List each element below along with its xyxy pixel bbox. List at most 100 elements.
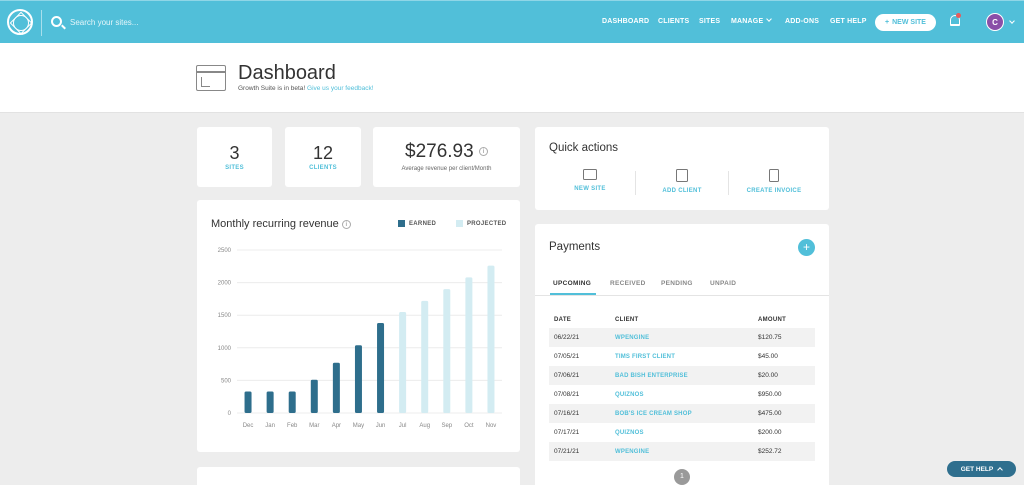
- row-amount: $20.00: [758, 372, 778, 379]
- y-tick-label: 0: [228, 411, 232, 417]
- chart-bar: [443, 289, 451, 413]
- nav-manage[interactable]: MANAGE: [731, 16, 773, 25]
- chart-bar: [487, 265, 495, 413]
- clients-count: 12: [312, 143, 334, 163]
- chart-bar: [244, 391, 252, 413]
- revenue-value-row: $276.93 i: [373, 141, 520, 163]
- row-client-link[interactable]: TIMS FIRST CLIENT: [615, 353, 676, 360]
- row-client-link[interactable]: BOB'S ICE CREAM SHOP: [615, 410, 692, 417]
- legend-projected-label: PROJECTED: [467, 221, 507, 227]
- row-amount: $252.72: [758, 448, 782, 455]
- dashboard-icon: [196, 65, 226, 91]
- row-date: 07/05/21: [554, 353, 580, 360]
- x-tick-label: Sep: [441, 423, 452, 429]
- chart-bar: [354, 345, 362, 413]
- top-navigation-bar: DASHBOARD CLIENTS SITES MANAGE ADD-ONS G…: [0, 0, 1024, 43]
- table-row[interactable]: 07/06/21 BAD BISH ENTERPRISE $20.00: [549, 366, 815, 385]
- add-payment-button[interactable]: +: [798, 239, 815, 256]
- chart-bar: [288, 391, 296, 413]
- nav-clients[interactable]: CLIENTS: [658, 18, 690, 25]
- row-client-link[interactable]: QUIZNOS: [615, 391, 644, 398]
- table-row[interactable]: 07/05/21 TIMS FIRST CLIENT $45.00: [549, 347, 815, 366]
- row-amount: $120.75: [758, 334, 782, 341]
- row-date: 07/08/21: [554, 391, 580, 398]
- row-date: 07/16/21: [554, 410, 580, 417]
- table-row[interactable]: 06/22/21 WPENGINE $120.75: [549, 328, 815, 347]
- row-date: 07/06/21: [554, 372, 580, 379]
- tab-unpaid[interactable]: UNPAID: [710, 280, 737, 287]
- table-row[interactable]: 07/16/21 BOB'S ICE CREAM SHOP $475.00: [549, 404, 815, 423]
- x-tick-label: Oct: [464, 423, 474, 429]
- nav-dashboard[interactable]: DASHBOARD: [602, 18, 650, 25]
- tab-upcoming[interactable]: UPCOMING: [553, 280, 592, 287]
- app-logo-icon[interactable]: [7, 9, 33, 35]
- new-site-button[interactable]: + NEW SITE: [875, 14, 936, 31]
- divider: [635, 171, 636, 195]
- row-client-link[interactable]: WPENGINE: [615, 334, 650, 341]
- y-tick-label: 2500: [218, 248, 232, 254]
- tab-received[interactable]: RECEIVED: [610, 280, 646, 287]
- x-tick-label: Aug: [419, 423, 430, 429]
- x-tick-label: Jan: [265, 423, 275, 429]
- quick-action-new-site-label: NEW SITE: [574, 186, 606, 192]
- table-row[interactable]: 07/08/21 QUIZNOS $950.00: [549, 385, 815, 404]
- info-icon[interactable]: i: [478, 147, 488, 157]
- row-client-link[interactable]: WPENGINE: [615, 448, 650, 455]
- search-input[interactable]: [70, 13, 270, 31]
- chart-title-row: Monthly recurring revenue i: [211, 218, 351, 230]
- page-header: [0, 43, 1024, 113]
- legend-earned-swatch: [398, 220, 405, 227]
- row-client-link[interactable]: QUIZNOS: [615, 429, 644, 436]
- avatar[interactable]: C: [986, 13, 1004, 31]
- average-revenue-value: $276.93: [405, 141, 474, 162]
- quick-action-create-invoice-label: CREATE INVOICE: [746, 188, 802, 194]
- row-amount: $475.00: [758, 410, 782, 417]
- tab-pending[interactable]: PENDING: [661, 280, 693, 287]
- notifications-bell-icon[interactable]: [950, 15, 960, 26]
- beta-text: Growth Suite is in beta!: [238, 85, 306, 92]
- new-site-label: NEW SITE: [892, 19, 926, 26]
- nav-sites[interactable]: SITES: [699, 18, 721, 25]
- divider: [728, 171, 729, 195]
- row-client-link[interactable]: BAD BISH ENTERPRISE: [615, 372, 688, 379]
- divider: [41, 10, 42, 36]
- mrr-chart-card: Monthly recurring revenue i EARNED PROJE…: [197, 200, 520, 452]
- quick-action-new-site[interactable]: NEW SITE: [545, 169, 635, 192]
- chart-title: Monthly recurring revenue: [211, 218, 339, 230]
- pagination-page-button[interactable]: 1: [674, 469, 690, 485]
- chart-bar: [465, 277, 473, 413]
- quick-action-create-invoice[interactable]: CREATE INVOICE: [729, 169, 819, 194]
- quick-action-add-client[interactable]: ADD CLIENT: [637, 169, 727, 194]
- x-tick-label: Dec: [243, 423, 254, 429]
- x-tick-label: Feb: [287, 423, 298, 429]
- nav-get-help[interactable]: GET HELP: [830, 18, 867, 25]
- get-help-button[interactable]: GET HELP: [947, 461, 1016, 477]
- feedback-link[interactable]: Give us your feedback!: [307, 85, 374, 92]
- quick-action-add-client-label: ADD CLIENT: [662, 188, 702, 194]
- x-tick-label: Jul: [399, 423, 407, 429]
- secondary-card: [197, 467, 520, 485]
- x-tick-label: Apr: [332, 423, 341, 429]
- table-row[interactable]: 07/17/21 QUIZNOS $200.00: [549, 423, 815, 442]
- clients-stat-card[interactable]: 12 CLIENTS: [285, 127, 361, 187]
- chart-bar: [377, 323, 385, 413]
- info-icon[interactable]: i: [341, 219, 351, 229]
- chevron-down-icon[interactable]: [1009, 18, 1015, 24]
- chevron-down-icon: [766, 16, 773, 22]
- x-tick-label: May: [353, 423, 364, 429]
- sites-label: SITES: [225, 165, 244, 171]
- get-help-label: GET HELP: [960, 465, 994, 473]
- divider: [535, 295, 829, 296]
- chart-bar: [399, 311, 407, 413]
- table-row[interactable]: 07/21/21 WPENGINE $252.72: [549, 442, 815, 461]
- legend-earned-label: EARNED: [409, 221, 437, 227]
- average-revenue-label: Average revenue per client/Month: [401, 166, 492, 172]
- row-date: 06/22/21: [554, 334, 580, 341]
- browser-window-icon: [583, 169, 597, 180]
- sites-stat-card[interactable]: 3 SITES: [197, 127, 272, 187]
- nav-add-ons[interactable]: ADD-ONS: [785, 18, 820, 25]
- x-tick-label: Nov: [486, 423, 497, 429]
- x-tick-label: Jun: [376, 423, 386, 429]
- x-tick-label: Mar: [309, 423, 319, 429]
- quick-actions-title: Quick actions: [549, 142, 619, 154]
